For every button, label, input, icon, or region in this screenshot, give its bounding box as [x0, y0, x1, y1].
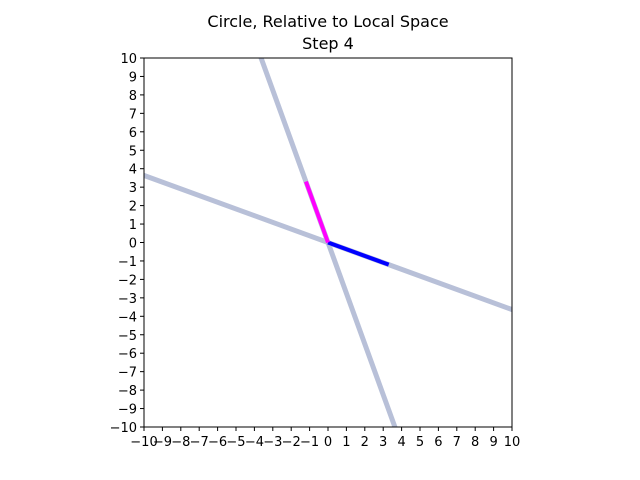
y-tick-label: −10 [110, 421, 137, 436]
x-tick-label: 7 [453, 435, 461, 450]
y-tick-label: −1 [118, 255, 137, 270]
y-tick-label: −6 [118, 347, 137, 362]
y-tick-label: −9 [118, 403, 137, 418]
x-tick-label: −6 [208, 435, 227, 450]
x-tick-label: 1 [342, 435, 350, 450]
y-tick-label: −3 [118, 292, 137, 307]
grid-line-i [0, 132, 640, 480]
grid-line-j [0, 0, 438, 480]
x-tick-label: −2 [282, 435, 301, 450]
chart-title: Circle, Relative to Local Space [207, 12, 448, 31]
chart-subtitle: Step 4 [302, 34, 354, 53]
y-tick-label: −4 [118, 310, 137, 325]
y-tick-label: 10 [120, 52, 137, 67]
y-tick-label: −2 [118, 273, 137, 288]
y-tick-label: 3 [129, 181, 137, 196]
x-tick-label: −1 [300, 435, 319, 450]
x-tick-label: −5 [226, 435, 245, 450]
y-tick-label: 1 [129, 218, 137, 233]
x-tick-label: −3 [263, 435, 282, 450]
x-tick-label: 6 [434, 435, 442, 450]
y-tick-label: −5 [118, 329, 137, 344]
x-tick-label: −7 [190, 435, 209, 450]
y-tick-label: 0 [129, 237, 137, 252]
x-tick-label: 2 [361, 435, 369, 450]
y-tick-label: 9 [129, 70, 137, 85]
x-tick-label: 3 [379, 435, 387, 450]
y-tick-label: 4 [129, 163, 137, 178]
y-tick-label: 7 [129, 107, 137, 122]
y-tick-label: 6 [129, 126, 137, 141]
x-tick-label: 10 [504, 435, 521, 450]
x-tick-label: 8 [471, 435, 479, 450]
x-tick-label: 0 [324, 435, 332, 450]
x-tick-label: 4 [397, 435, 405, 450]
x-tick-label: −4 [245, 435, 264, 450]
x-tick-label: −9 [153, 435, 172, 450]
grid-line-j [218, 0, 640, 480]
y-tick-label: 8 [129, 89, 137, 104]
x-tick-label: 9 [489, 435, 497, 450]
y-tick-label: −8 [118, 384, 137, 399]
x-tick-label: 5 [416, 435, 424, 450]
y-tick-label: 2 [129, 200, 137, 215]
x-axis-ticks: −10−9 −8 −7 −6 −5 −4 −3 −2 −1 0 1 2 3 4 5 6 7 8 9 10 [130, 427, 520, 450]
y-tick-label: 5 [129, 144, 137, 159]
y-tick-label: −7 [118, 366, 137, 381]
x-tick-label: −8 [171, 435, 190, 450]
